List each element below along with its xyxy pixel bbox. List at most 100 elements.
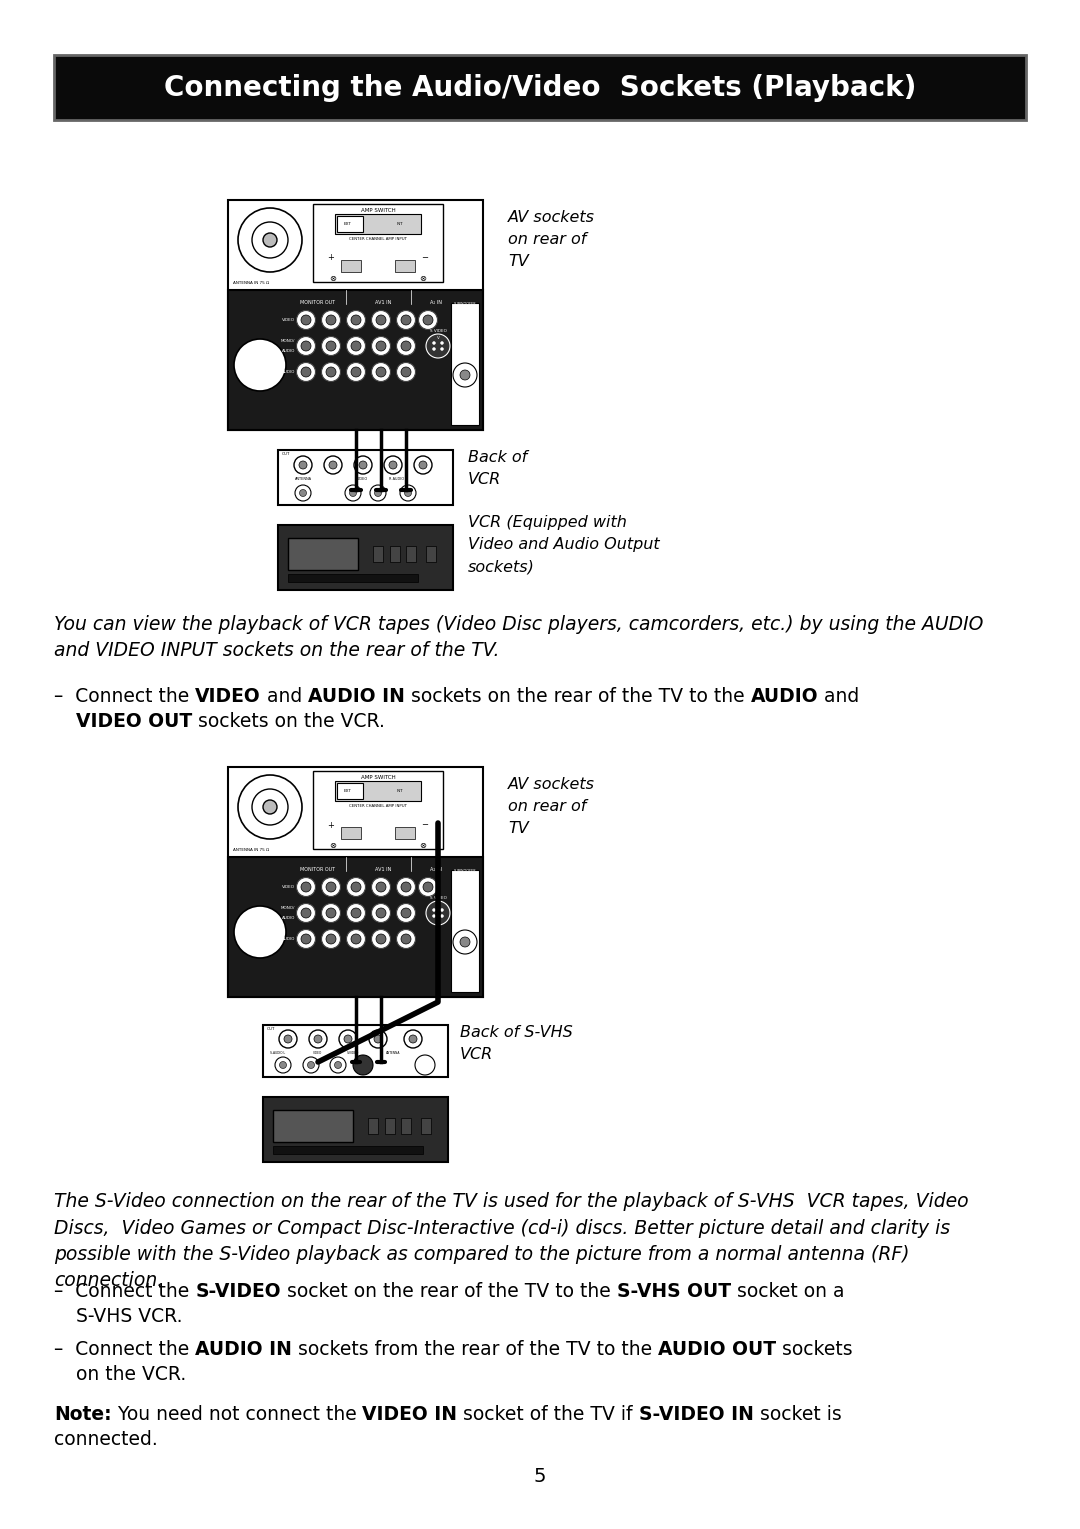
Circle shape (372, 310, 391, 330)
Bar (264, 1096, 448, 1162)
Text: VIDEO: VIDEO (313, 1050, 323, 1055)
Text: MONITOR OUT: MONITOR OUT (300, 300, 336, 304)
Circle shape (299, 489, 307, 497)
Circle shape (423, 315, 433, 326)
Text: VIDEO OUT: VIDEO OUT (76, 713, 192, 731)
Circle shape (330, 1057, 346, 1073)
Circle shape (460, 937, 470, 946)
Text: S-VHS OUT: S-VHS OUT (617, 1281, 731, 1301)
Bar (426, 546, 436, 563)
Circle shape (301, 367, 311, 378)
Text: AMP SWITCH: AMP SWITCH (361, 775, 395, 780)
Circle shape (404, 1031, 422, 1047)
Text: sockets: sockets (777, 1339, 853, 1359)
Circle shape (314, 1035, 322, 1043)
Circle shape (432, 908, 435, 911)
Text: –  Connect the: – Connect the (54, 1281, 195, 1301)
Circle shape (280, 1061, 286, 1069)
Circle shape (295, 485, 311, 502)
Text: +: + (327, 821, 335, 830)
Bar (313, 771, 443, 849)
Text: and: and (261, 687, 308, 706)
Bar (228, 768, 483, 997)
Text: OUT: OUT (282, 453, 291, 456)
Text: S-VHS VCR.: S-VHS VCR. (76, 1307, 183, 1326)
Text: VIDEO IN: VIDEO IN (363, 1405, 457, 1423)
Circle shape (396, 878, 416, 896)
Text: ANTENNA: ANTENNA (386, 1050, 401, 1055)
Text: S-VIDEO IN: S-VIDEO IN (639, 1405, 754, 1423)
Circle shape (234, 339, 286, 391)
Text: CENTER CHANNEL AMP INPUT: CENTER CHANNEL AMP INPUT (349, 804, 407, 807)
Circle shape (301, 882, 311, 891)
Circle shape (347, 930, 365, 948)
Bar (341, 827, 361, 839)
Circle shape (322, 310, 340, 330)
Circle shape (252, 789, 288, 826)
Circle shape (326, 934, 336, 943)
Circle shape (264, 232, 276, 248)
Circle shape (350, 489, 356, 497)
Text: Back of S-VHS
VCR: Back of S-VHS VCR (460, 1024, 572, 1063)
Circle shape (297, 362, 315, 382)
Text: AUDIO IN: AUDIO IN (195, 1339, 292, 1359)
Text: sockets from the rear of the TV to the: sockets from the rear of the TV to the (292, 1339, 658, 1359)
Text: ANTENNA: ANTENNA (295, 477, 311, 482)
Circle shape (297, 930, 315, 948)
Text: AUDIO: AUDIO (282, 349, 295, 353)
Text: Note:: Note: (54, 1405, 111, 1423)
Text: MONO/: MONO/ (281, 339, 295, 342)
Circle shape (376, 934, 386, 943)
Text: A₂ IN: A₂ IN (430, 300, 442, 304)
Circle shape (326, 882, 336, 891)
Circle shape (351, 367, 361, 378)
Circle shape (441, 341, 444, 344)
Text: sockets on the rear of the TV to the: sockets on the rear of the TV to the (405, 687, 751, 706)
Circle shape (396, 904, 416, 922)
Text: AV sockets
on rear of
TV: AV sockets on rear of TV (508, 777, 595, 836)
Circle shape (372, 878, 391, 896)
Text: VIDEO: VIDEO (282, 885, 295, 888)
Bar (401, 1118, 411, 1135)
Circle shape (419, 310, 437, 330)
Bar (335, 781, 421, 801)
Bar (54, 55, 1026, 119)
Circle shape (347, 362, 365, 382)
Bar (384, 1118, 395, 1135)
Circle shape (370, 485, 386, 502)
Text: SUBWOOFER: SUBWOOFER (454, 868, 476, 873)
Bar (278, 450, 453, 505)
Text: EXT: EXT (343, 222, 352, 226)
Circle shape (401, 934, 411, 943)
Circle shape (347, 336, 365, 356)
Circle shape (359, 462, 367, 469)
Text: ⊗: ⊗ (419, 841, 427, 850)
Circle shape (238, 208, 302, 272)
Circle shape (354, 456, 372, 474)
Circle shape (423, 882, 433, 891)
Circle shape (376, 341, 386, 352)
Circle shape (322, 930, 340, 948)
Text: ⊗: ⊗ (329, 841, 337, 850)
Circle shape (238, 775, 302, 839)
Bar (273, 1147, 423, 1154)
Circle shape (322, 362, 340, 382)
Circle shape (372, 336, 391, 356)
Circle shape (432, 347, 435, 350)
Bar (228, 291, 483, 430)
Circle shape (322, 904, 340, 922)
Text: and: and (819, 687, 860, 706)
Text: V: V (436, 904, 440, 907)
Circle shape (396, 336, 416, 356)
Circle shape (308, 1061, 314, 1069)
Circle shape (339, 1031, 357, 1047)
Bar (228, 200, 483, 430)
Circle shape (301, 908, 311, 917)
Circle shape (401, 315, 411, 326)
Text: The S-Video connection on the rear of the TV is used for the playback of S-VHS  : The S-Video connection on the rear of th… (54, 1193, 969, 1290)
Bar (264, 1024, 448, 1076)
Circle shape (326, 341, 336, 352)
Circle shape (401, 882, 411, 891)
Bar (373, 546, 383, 563)
Text: connected.: connected. (54, 1430, 158, 1449)
